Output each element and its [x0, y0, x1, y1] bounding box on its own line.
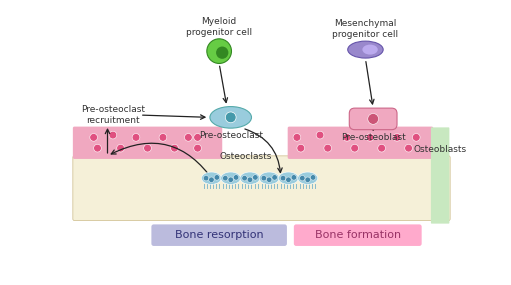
Text: Bone formation: Bone formation	[315, 230, 401, 240]
Circle shape	[305, 177, 310, 182]
Circle shape	[132, 134, 140, 141]
Circle shape	[281, 176, 286, 181]
Circle shape	[216, 46, 228, 59]
Circle shape	[247, 177, 252, 182]
Circle shape	[378, 144, 385, 152]
Ellipse shape	[221, 172, 241, 184]
Circle shape	[184, 134, 192, 141]
Polygon shape	[75, 157, 449, 219]
Circle shape	[351, 144, 359, 152]
Circle shape	[316, 131, 324, 139]
Circle shape	[223, 176, 228, 181]
Text: Myeloid
progenitor cell: Myeloid progenitor cell	[186, 17, 252, 37]
Circle shape	[225, 112, 236, 123]
FancyBboxPatch shape	[73, 127, 222, 159]
FancyBboxPatch shape	[151, 224, 287, 246]
Circle shape	[194, 144, 201, 152]
FancyBboxPatch shape	[431, 127, 449, 224]
FancyBboxPatch shape	[73, 156, 450, 221]
Text: Pre-osteoblast: Pre-osteoblast	[341, 133, 406, 142]
Circle shape	[228, 177, 234, 182]
Circle shape	[393, 134, 401, 141]
Text: Bone resorption: Bone resorption	[175, 230, 264, 240]
Circle shape	[209, 177, 214, 182]
Circle shape	[117, 144, 125, 152]
Circle shape	[94, 144, 101, 152]
Text: Pre-osteoclast
recruitment: Pre-osteoclast recruitment	[81, 105, 145, 125]
Circle shape	[405, 144, 412, 152]
Circle shape	[291, 175, 296, 180]
Ellipse shape	[240, 172, 260, 184]
Circle shape	[109, 131, 117, 139]
Circle shape	[242, 176, 247, 181]
Ellipse shape	[348, 41, 383, 58]
Circle shape	[299, 176, 305, 181]
Ellipse shape	[298, 172, 318, 184]
Circle shape	[234, 175, 239, 180]
Circle shape	[286, 177, 291, 182]
Circle shape	[261, 176, 267, 181]
Circle shape	[366, 134, 374, 141]
Circle shape	[90, 134, 98, 141]
FancyBboxPatch shape	[294, 224, 422, 246]
Circle shape	[412, 134, 420, 141]
Ellipse shape	[362, 44, 378, 55]
Text: Mesenchymal
progenitor cell: Mesenchymal progenitor cell	[332, 19, 399, 39]
Circle shape	[267, 177, 272, 182]
Text: Osteoclasts: Osteoclasts	[220, 152, 272, 161]
Circle shape	[207, 39, 231, 64]
FancyBboxPatch shape	[288, 127, 433, 159]
Circle shape	[368, 113, 379, 124]
Circle shape	[203, 176, 209, 181]
Circle shape	[297, 144, 305, 152]
Circle shape	[144, 144, 151, 152]
Circle shape	[293, 134, 301, 141]
Circle shape	[214, 175, 220, 180]
Text: Osteoblasts: Osteoblasts	[413, 145, 467, 154]
Text: Pre-osteoclast: Pre-osteoclast	[199, 131, 263, 140]
Ellipse shape	[210, 107, 251, 128]
Circle shape	[310, 175, 316, 180]
Ellipse shape	[201, 172, 221, 184]
Ellipse shape	[259, 172, 279, 184]
Ellipse shape	[278, 172, 298, 184]
FancyBboxPatch shape	[350, 108, 397, 130]
Circle shape	[252, 175, 258, 180]
Circle shape	[343, 134, 351, 141]
Circle shape	[272, 175, 277, 180]
Circle shape	[159, 134, 167, 141]
Circle shape	[194, 134, 201, 141]
Circle shape	[324, 144, 332, 152]
Circle shape	[171, 144, 178, 152]
